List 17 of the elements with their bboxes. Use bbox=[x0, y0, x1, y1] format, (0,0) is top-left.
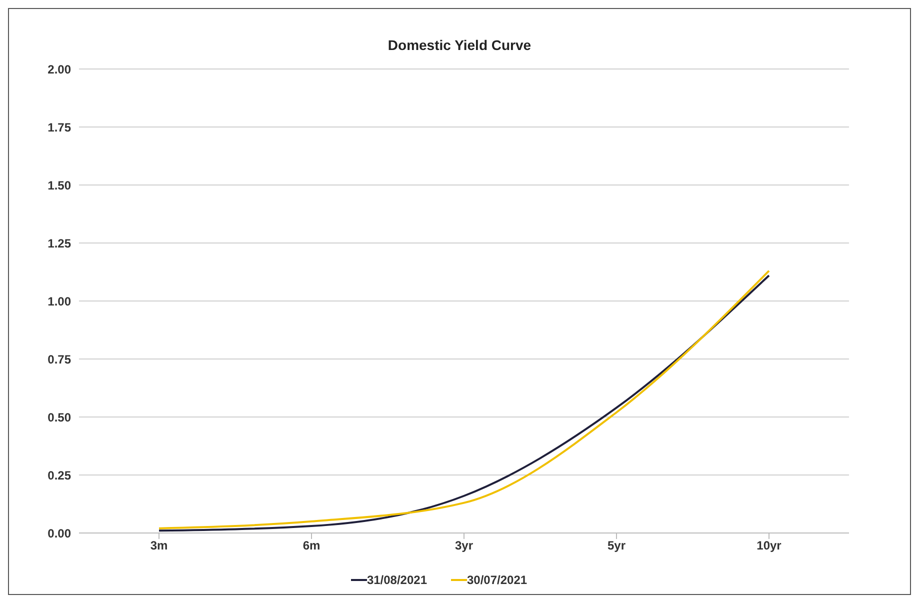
y-tick-label: 0.00 bbox=[48, 526, 72, 540]
y-tick-label: 0.25 bbox=[48, 468, 72, 482]
x-tick-label: 3yr bbox=[454, 538, 474, 553]
y-tick-label: 1.75 bbox=[48, 120, 72, 134]
y-tick-label: 2.00 bbox=[48, 62, 72, 76]
y-tick-label: 1.25 bbox=[48, 236, 72, 250]
x-tick-label: 3m bbox=[150, 538, 168, 553]
y-tick-label: 1.50 bbox=[48, 178, 72, 192]
y-tick-label: 0.75 bbox=[48, 352, 72, 366]
x-tick-label: 5yr bbox=[607, 538, 626, 553]
chart-title: Domestic Yield Curve bbox=[386, 36, 532, 55]
x-tick-label: 10yr bbox=[756, 538, 782, 553]
y-tick-label: 0.50 bbox=[48, 410, 72, 424]
legend-label: 31/08/2021 bbox=[366, 573, 427, 587]
legend-label: 30/07/2021 bbox=[467, 573, 528, 587]
x-tick-label: 6m bbox=[302, 538, 320, 553]
y-tick-label: 1.00 bbox=[48, 294, 72, 308]
